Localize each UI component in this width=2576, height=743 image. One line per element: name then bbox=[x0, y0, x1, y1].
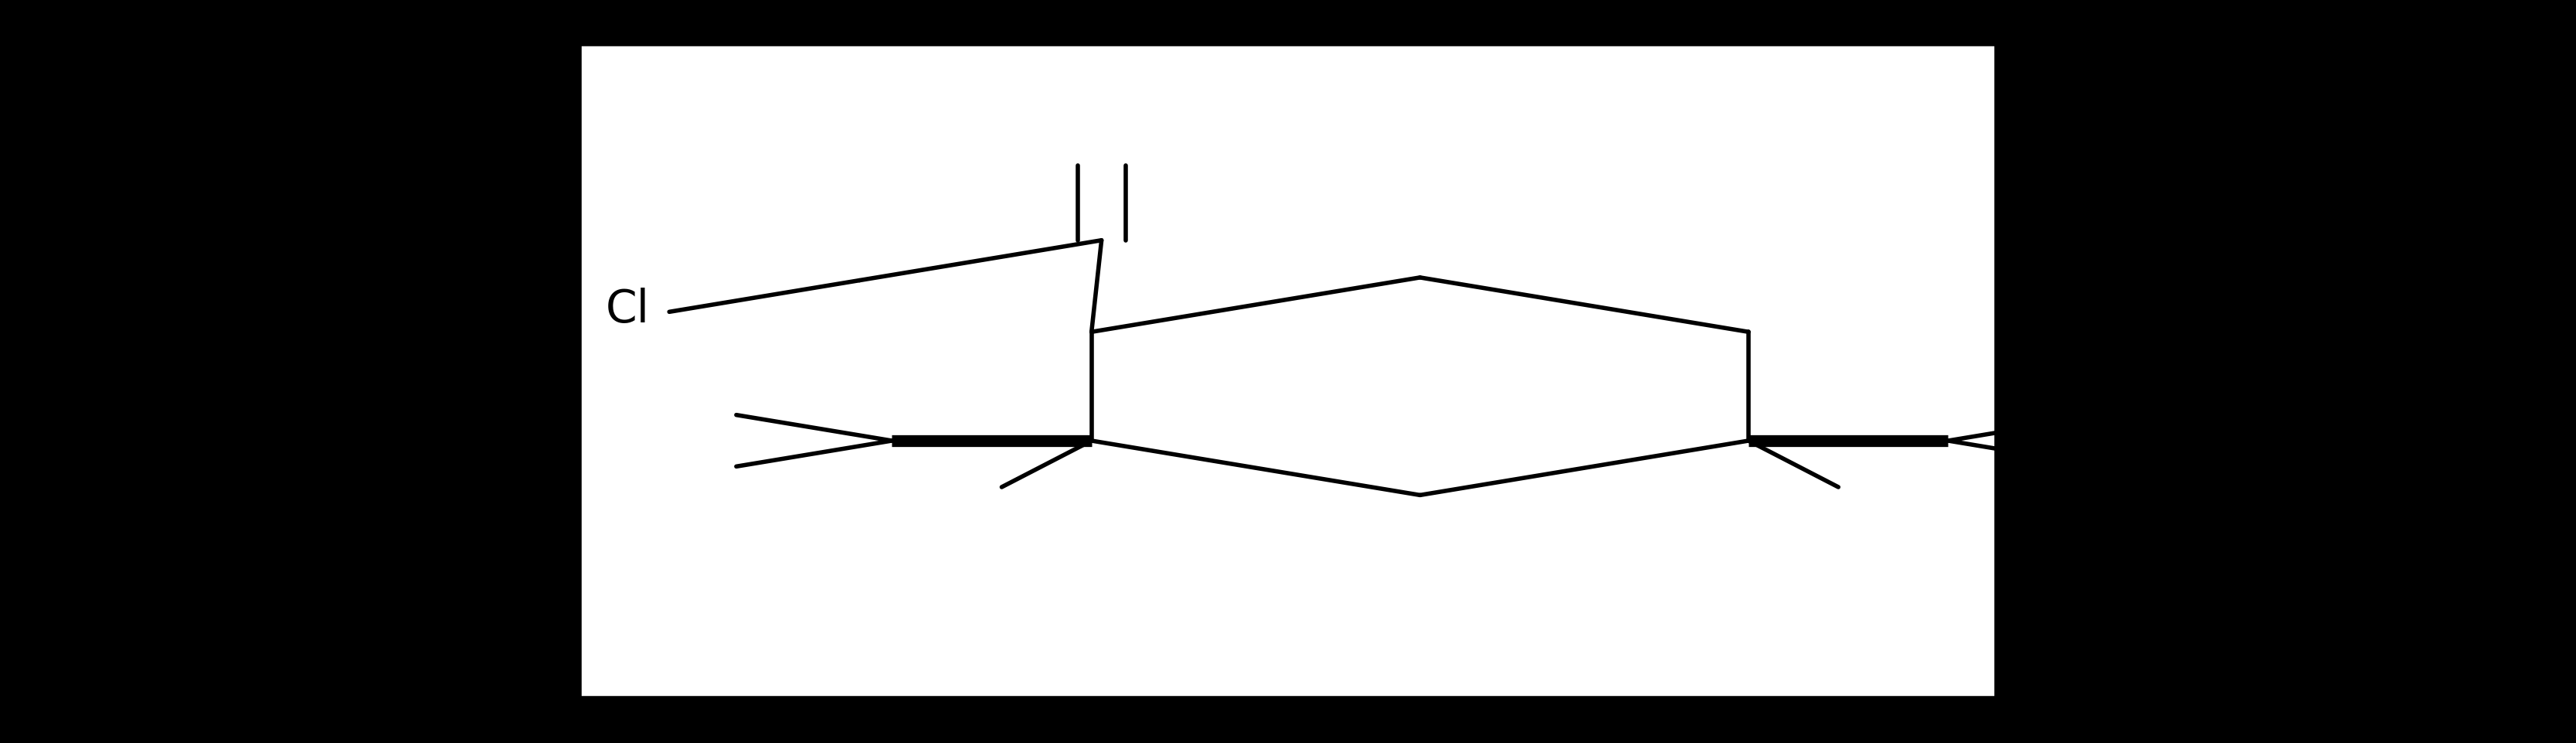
Text: Cl: Cl bbox=[605, 288, 649, 331]
